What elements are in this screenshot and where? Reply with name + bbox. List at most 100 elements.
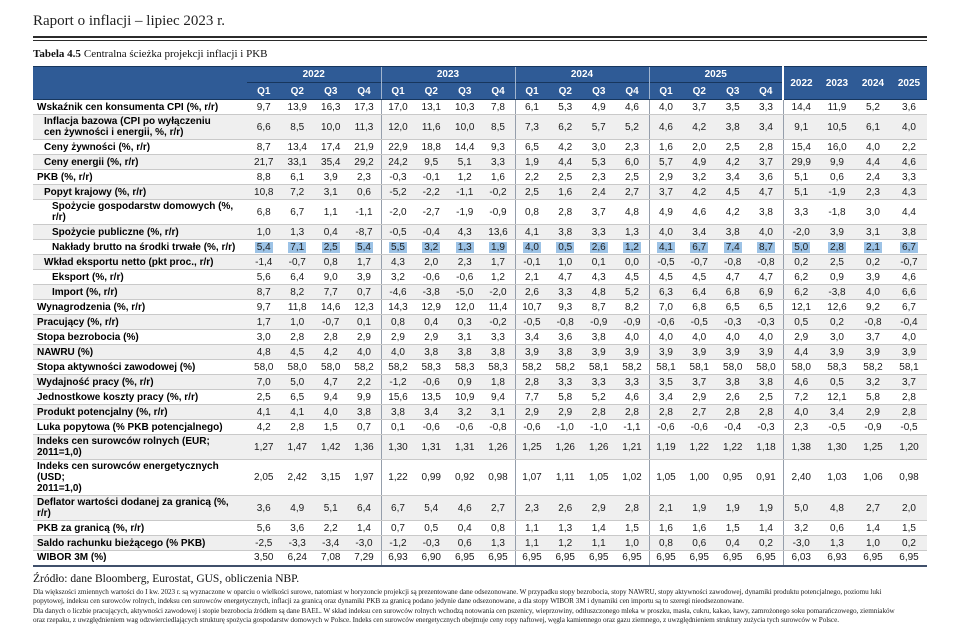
quarter-header: Q3 xyxy=(314,82,348,100)
table-row: Deflator wartości dodanej za granicą (%,… xyxy=(33,495,927,521)
annual-year-header: 2022 xyxy=(782,66,819,100)
value-cell: -0,9 xyxy=(615,314,649,330)
highlighted-value: 2,1 xyxy=(864,241,882,253)
value-cell: -2,0 xyxy=(481,284,515,300)
value-cell: 3,2 xyxy=(380,269,415,285)
value-cell: 3,4 xyxy=(514,329,549,345)
value-cell: 6,7 xyxy=(682,239,716,255)
value-cell: 13,6 xyxy=(481,224,515,240)
highlighted-value: 3,2 xyxy=(422,241,441,253)
row-label: Spożycie gospodarstw domowych (%, r/r) xyxy=(33,199,247,225)
value-cell: 29,2 xyxy=(347,154,381,170)
value-cell: 4,6 xyxy=(782,374,819,390)
value-cell: 2,0 xyxy=(414,254,448,270)
value-cell: 12,6 xyxy=(819,299,855,315)
highlighted-value: 2,5 xyxy=(321,241,340,253)
value-cell: 2,3 xyxy=(582,169,616,185)
value-cell: 2,9 xyxy=(682,389,716,405)
value-cell: 58,1 xyxy=(582,359,616,375)
table-row: Wkład eksportu netto (pkt proc., r/r) -1,… xyxy=(33,254,927,270)
value-cell: -5,2 xyxy=(380,184,415,200)
value-cell: 58,2 xyxy=(615,359,649,375)
value-cell: 4,0 xyxy=(648,224,683,240)
value-cell: 4,6 xyxy=(615,99,649,115)
value-cell: -0,3 xyxy=(414,535,448,551)
value-cell: 9,0 xyxy=(314,269,348,285)
value-cell: -0,6 xyxy=(448,269,482,285)
row-label: Wydajność pracy (%, r/r) xyxy=(33,374,247,390)
highlighted-value: 5,4 xyxy=(355,241,373,253)
value-cell: 4,0 xyxy=(648,99,683,115)
value-cell: -2,2 xyxy=(414,184,448,200)
table-row: Ceny energii (%, r/r) 21,7 33,1 35,4 29,2 24,… xyxy=(33,154,927,170)
value-cell: 2,9 xyxy=(782,329,819,345)
value-cell: 5,7 xyxy=(582,114,616,140)
value-cell: 4,0 xyxy=(615,329,649,345)
value-cell: 58,3 xyxy=(481,359,515,375)
value-cell: -1,0 xyxy=(582,419,616,435)
value-cell: 8,7 xyxy=(247,284,281,300)
value-cell: 3,1 xyxy=(855,224,891,240)
row-label: WIBOR 3M (%) xyxy=(33,550,247,566)
value-cell: 2,8 xyxy=(749,139,783,155)
quarter-header: Q2 xyxy=(414,82,448,100)
footnote-line-3: Dla danych o liczbie pracujących, aktywn… xyxy=(33,606,895,615)
value-cell: 0,2 xyxy=(855,254,891,270)
value-cell: 2,7 xyxy=(855,495,891,521)
value-cell: 3,5 xyxy=(716,99,750,115)
quarter-header: Q1 xyxy=(380,82,415,100)
table-row: Eksport (%, r/r) 5,6 6,4 9,0 3,9 3,2 -0,6 -0,6 1… xyxy=(33,269,927,285)
value-cell: 3,6 xyxy=(247,495,281,521)
value-cell: 1,36 xyxy=(347,434,381,460)
annual-year-header: 2023 xyxy=(819,66,855,100)
year-header: 2025 xyxy=(648,66,783,83)
value-cell: 2,3 xyxy=(615,139,649,155)
value-cell: 4,8 xyxy=(582,284,616,300)
value-cell: 4,5 xyxy=(682,269,716,285)
value-cell: 6,95 xyxy=(682,550,716,566)
value-cell: 4,8 xyxy=(247,344,281,360)
value-cell: 8,2 xyxy=(280,284,314,300)
value-cell: 1,0 xyxy=(247,224,281,240)
value-cell: 1,20 xyxy=(891,434,927,460)
value-cell: 0,92 xyxy=(448,459,482,496)
value-cell: 4,7 xyxy=(749,184,783,200)
value-cell: 3,7 xyxy=(648,184,683,200)
value-cell: 13,4 xyxy=(280,139,314,155)
value-cell: 3,9 xyxy=(716,344,750,360)
value-cell: 4,2 xyxy=(682,114,716,140)
row-label: Import (%, r/r) xyxy=(33,284,247,300)
table-row: PKB za granicą (%, r/r) 5,6 3,6 2,2 1,4 0,7 0,… xyxy=(33,520,927,536)
value-cell: 0,6 xyxy=(682,535,716,551)
value-cell: 0,8 xyxy=(481,520,515,536)
value-cell: 4,5 xyxy=(280,344,314,360)
value-cell: 1,19 xyxy=(648,434,683,460)
value-cell: 0,98 xyxy=(891,459,927,496)
value-cell: 9,1 xyxy=(782,114,819,140)
value-cell: 4,4 xyxy=(548,154,582,170)
value-cell: -0,9 xyxy=(582,314,616,330)
value-cell: 58,2 xyxy=(514,359,549,375)
header-quarter-row: Q1 Q2 Q3 Q4 Q1 Q2 Q3 Q4 Q1 Q2 Q3 Q4 Q1 Q2 Q3 Q4 xyxy=(33,82,927,100)
value-cell: 6,1 xyxy=(280,169,314,185)
value-cell: 1,26 xyxy=(481,434,515,460)
value-cell: 2,9 xyxy=(648,169,683,185)
value-cell: 8,7 xyxy=(247,139,281,155)
value-cell: 2,5 xyxy=(716,139,750,155)
value-cell: 1,6 xyxy=(481,169,515,185)
value-cell: -0,6 xyxy=(682,419,716,435)
highlighted-value: 4,1 xyxy=(657,241,675,253)
value-cell: 9,4 xyxy=(481,389,515,405)
value-cell: 1,00 xyxy=(682,459,716,496)
value-cell: 2,2 xyxy=(314,520,348,536)
value-cell: 4,0 xyxy=(749,329,783,345)
value-cell: -0,3 xyxy=(380,169,415,185)
highlighted-value: 2,8 xyxy=(828,241,846,253)
annual-year-header: 2024 xyxy=(855,66,891,100)
value-cell: 9,4 xyxy=(314,389,348,405)
value-cell: 1,2 xyxy=(481,269,515,285)
value-cell: 11,4 xyxy=(481,299,515,315)
year-header: 2022 xyxy=(247,66,381,83)
table-row: Inflacja bazowa (CPI po wyłączeniu cen ż… xyxy=(33,114,927,140)
row-label: NAWRU (%) xyxy=(33,344,247,360)
